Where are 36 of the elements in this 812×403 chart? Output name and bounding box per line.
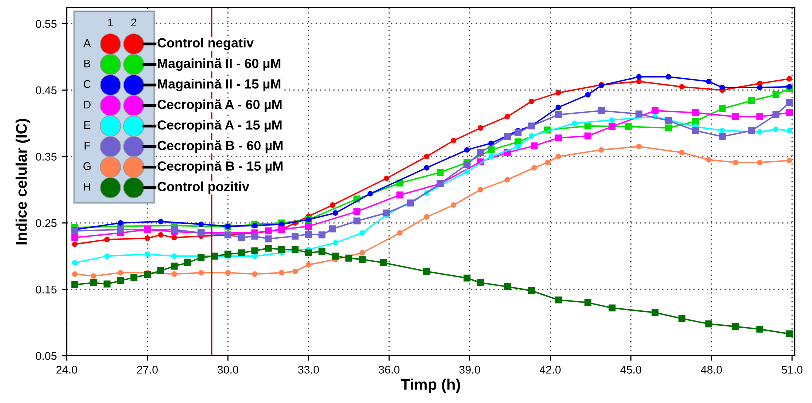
annotation: B [84,60,91,68]
legend-label: Cecropină A - 15 µM [158,120,282,133]
y-tick-label: 0.35 [36,153,57,161]
annotation: H [84,183,90,191]
x-tick-label: 33.0 [298,366,320,374]
legend-label: Cecropină B - 60 µM [158,140,283,154]
x-tick-label: 48.0 [701,366,722,374]
annotation: A [84,39,92,48]
annotation: F [84,142,90,150]
legend-label: Cecropină B - 15 µM [158,161,283,174]
legend-label: Control negativ [158,38,254,50]
legend-label: Control pozitiv [158,182,250,194]
x-tick-label: 51.0 [782,366,803,374]
annotation: 1 [108,18,114,27]
y-tick-label: 0.45 [36,86,57,94]
x-tick-label: 42.0 [540,366,561,374]
x-tick-label: 24.0 [56,366,78,374]
x-tick-label: 45.0 [620,366,642,374]
x-tick-label: 30.0 [218,366,239,374]
legend-label: Cecropină A - 60 µM [158,100,282,112]
x-tick-label: 36.0 [378,366,400,374]
y-tick-label: 0.55 [36,20,57,28]
y-tick-label: 0.25 [36,219,57,228]
annotation: E [84,122,91,130]
annotation: C [84,80,91,88]
legend-label: Magainină II - 15 µM [158,79,281,92]
annotation: D [84,101,91,109]
y-tick-label: 0.15 [36,286,57,294]
legend-label: Magainină II - 60 µM [158,58,281,71]
y-tick-label: 0.05 [36,352,57,360]
annotation: 2 [131,18,137,27]
x-axis-title: Timp (h) [401,378,460,394]
y-axis-title: Indice celular (IC) [16,119,30,245]
x-tick-label: 39.0 [460,366,480,374]
annotation: G [84,162,91,170]
x-tick-label: 27.0 [137,366,158,374]
